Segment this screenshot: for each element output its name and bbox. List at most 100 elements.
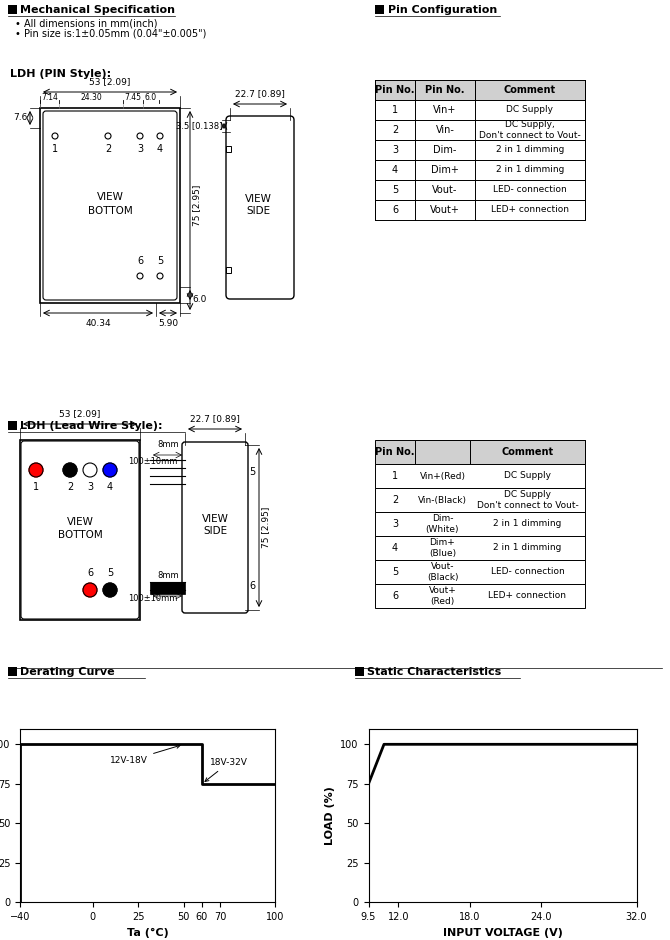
Bar bbox=[375, 100, 585, 120]
Text: 22.7 [0.89]: 22.7 [0.89] bbox=[190, 414, 240, 423]
Text: LED+ connection: LED+ connection bbox=[488, 591, 567, 601]
Text: 5: 5 bbox=[157, 256, 163, 266]
Text: LED- connection: LED- connection bbox=[490, 568, 564, 576]
Text: 2: 2 bbox=[392, 125, 398, 135]
Text: 7.45: 7.45 bbox=[125, 93, 141, 102]
Bar bbox=[375, 80, 585, 100]
Text: 2 in 1 dimming: 2 in 1 dimming bbox=[493, 520, 561, 528]
Text: DC Supply,
Don't connect to Vout-: DC Supply, Don't connect to Vout- bbox=[479, 120, 581, 140]
Bar bbox=[375, 440, 585, 464]
Text: 7.14: 7.14 bbox=[41, 93, 58, 102]
Text: SIDE: SIDE bbox=[203, 526, 227, 537]
Text: 5: 5 bbox=[107, 568, 113, 578]
Text: Derating Curve: Derating Curve bbox=[20, 667, 115, 677]
Bar bbox=[150, 582, 185, 594]
Circle shape bbox=[83, 463, 97, 477]
Text: 6: 6 bbox=[137, 256, 143, 266]
Circle shape bbox=[83, 583, 97, 597]
Text: BOTTOM: BOTTOM bbox=[88, 206, 133, 215]
Bar bbox=[375, 5, 384, 14]
Y-axis label: LOAD (%): LOAD (%) bbox=[325, 786, 335, 845]
Text: Vout-: Vout- bbox=[432, 185, 458, 195]
X-axis label: INPUT VOLTAGE (V): INPUT VOLTAGE (V) bbox=[443, 928, 562, 938]
Text: Dim+
(Blue): Dim+ (Blue) bbox=[429, 539, 456, 557]
Text: 22.7 [0.89]: 22.7 [0.89] bbox=[235, 89, 285, 98]
Text: 53 [2.09]: 53 [2.09] bbox=[60, 409, 100, 418]
Text: 3: 3 bbox=[392, 145, 398, 155]
Bar bbox=[8, 421, 17, 430]
Bar bbox=[375, 120, 585, 140]
Text: 8mm: 8mm bbox=[157, 440, 179, 449]
Bar bbox=[375, 488, 585, 512]
Bar bbox=[375, 200, 585, 220]
Text: DC Supply: DC Supply bbox=[504, 472, 551, 480]
Text: 3.5 [0.138]: 3.5 [0.138] bbox=[176, 121, 222, 131]
Text: Dim+: Dim+ bbox=[431, 165, 459, 175]
Bar bbox=[20, 440, 140, 620]
Text: 75 [2.95]: 75 [2.95] bbox=[192, 185, 201, 227]
Text: Vout+
(Red): Vout+ (Red) bbox=[429, 587, 456, 605]
Bar bbox=[8, 5, 17, 14]
Circle shape bbox=[103, 463, 117, 477]
Bar bbox=[375, 584, 585, 608]
X-axis label: Ta (°C): Ta (°C) bbox=[127, 928, 168, 938]
Bar bbox=[375, 140, 585, 160]
Text: 5: 5 bbox=[392, 185, 398, 195]
Bar bbox=[40, 108, 180, 303]
Text: 100±10mm: 100±10mm bbox=[127, 457, 177, 466]
Bar bbox=[355, 667, 364, 676]
Text: LDH (Lead Wire Style):: LDH (Lead Wire Style): bbox=[20, 421, 163, 431]
Text: 7.6: 7.6 bbox=[13, 114, 28, 122]
Text: DC Supply
Don't connect to Vout-: DC Supply Don't connect to Vout- bbox=[476, 491, 578, 509]
Text: Vout-
(Black): Vout- (Black) bbox=[427, 562, 458, 582]
Text: Pin No.: Pin No. bbox=[425, 85, 465, 95]
Bar bbox=[375, 464, 585, 488]
Circle shape bbox=[103, 583, 117, 597]
Text: Comment: Comment bbox=[504, 85, 556, 95]
Text: Vin-: Vin- bbox=[436, 125, 454, 135]
Text: Mechanical Specification: Mechanical Specification bbox=[20, 5, 175, 15]
Bar bbox=[226, 267, 231, 273]
Text: 2 in 1 dimming: 2 in 1 dimming bbox=[496, 146, 564, 154]
Text: 12V-18V: 12V-18V bbox=[111, 744, 180, 765]
Text: 5.90: 5.90 bbox=[158, 319, 178, 328]
Text: 2 in 1 dimming: 2 in 1 dimming bbox=[496, 165, 564, 175]
Text: 3: 3 bbox=[392, 519, 398, 529]
Text: 6: 6 bbox=[249, 581, 255, 591]
Text: 1: 1 bbox=[392, 471, 398, 481]
Circle shape bbox=[29, 463, 43, 477]
Bar bbox=[375, 160, 585, 180]
Text: LED- connection: LED- connection bbox=[493, 185, 567, 195]
Text: 4: 4 bbox=[107, 482, 113, 492]
Text: 75 [2.95]: 75 [2.95] bbox=[261, 507, 270, 548]
Text: Dim-: Dim- bbox=[433, 145, 457, 155]
Text: 4: 4 bbox=[392, 165, 398, 175]
Text: Dim-
(White): Dim- (White) bbox=[425, 514, 459, 534]
Text: 6.0: 6.0 bbox=[145, 93, 157, 102]
Text: 6: 6 bbox=[392, 591, 398, 601]
Bar bbox=[415, 80, 475, 100]
Text: 3: 3 bbox=[137, 144, 143, 154]
Bar bbox=[375, 560, 585, 584]
Text: Static Characteristics: Static Characteristics bbox=[367, 667, 501, 677]
Text: SIDE: SIDE bbox=[246, 207, 270, 216]
Text: VIEW: VIEW bbox=[66, 517, 93, 527]
Text: 8mm: 8mm bbox=[157, 571, 179, 580]
Text: Comment: Comment bbox=[501, 447, 553, 457]
Text: 18V-32V: 18V-32V bbox=[205, 758, 248, 781]
Text: Pin Configuration: Pin Configuration bbox=[388, 5, 497, 15]
Bar bbox=[226, 146, 231, 152]
Text: 1: 1 bbox=[33, 482, 39, 492]
Bar bbox=[470, 440, 585, 464]
Bar bbox=[375, 180, 585, 200]
Text: 2 in 1 dimming: 2 in 1 dimming bbox=[493, 543, 561, 553]
Text: 2: 2 bbox=[105, 144, 111, 154]
Text: 2: 2 bbox=[67, 482, 73, 492]
Text: 5: 5 bbox=[392, 567, 398, 577]
Bar bbox=[415, 440, 470, 464]
Text: 6: 6 bbox=[87, 568, 93, 578]
Text: BOTTOM: BOTTOM bbox=[58, 530, 103, 540]
Text: 1: 1 bbox=[52, 144, 58, 154]
Text: 100±10mm: 100±10mm bbox=[127, 594, 177, 603]
Text: Vin+(Red): Vin+(Red) bbox=[419, 472, 466, 480]
